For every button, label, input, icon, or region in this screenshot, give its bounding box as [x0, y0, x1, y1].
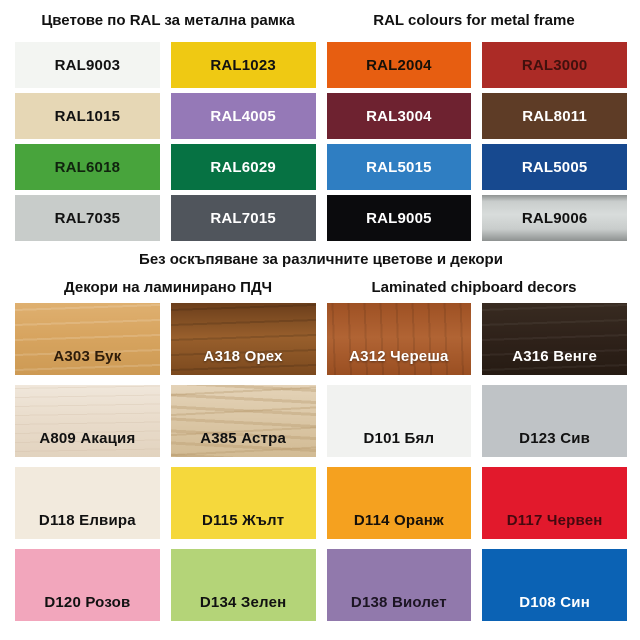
decor-swatch-d115: D115 Жълт: [170, 467, 316, 539]
swatch-label: D138 Виолет: [350, 594, 447, 611]
swatch-label: RAL6018: [54, 158, 121, 176]
swatch-label: D123 Сив: [519, 430, 591, 447]
decor-swatch-d117: D117 Червен: [482, 467, 627, 539]
swatch-label: A318 Орех: [203, 348, 283, 365]
ral-swatch-ral2004: RAL2004: [326, 42, 472, 88]
swatch-label: RAL7015: [210, 209, 276, 227]
decor-section-titles: Декори на ламинирано ПДЧ Laminated chipb…: [15, 279, 627, 297]
ral-swatch-ral6029: RAL6029: [170, 144, 316, 190]
ral-swatch-ral9005: RAL9005: [326, 195, 472, 241]
decor-swatch-a312: A312 Череша: [326, 303, 472, 375]
ral-title-bulgarian: Цветове по RAL за метална рамка: [41, 12, 295, 29]
swatch-label: D115 Жълт: [201, 512, 285, 529]
ral-swatch-ral7015: RAL7015: [170, 195, 316, 241]
decor-swatch-d114: D114 Оранж: [326, 467, 472, 539]
swatch-label: RAL3004: [366, 107, 432, 125]
swatch-label: RAL1023: [210, 56, 276, 74]
decor-swatch-d101: D101 Бял: [326, 385, 472, 457]
ral-swatch-ral8011: RAL8011: [482, 93, 627, 139]
decor-swatch-d134: D134 Зелен: [170, 549, 316, 621]
ral-swatch-ral5015: RAL5015: [326, 144, 472, 190]
ral-swatch-ral6018: RAL6018: [15, 144, 160, 190]
decor-title-english: Laminated chipboard decors: [371, 279, 577, 296]
swatch-label: RAL3000: [521, 56, 588, 74]
swatch-label: RAL6029: [210, 158, 276, 176]
swatch-label: A303 Бук: [53, 348, 122, 365]
swatch-label: RAL8011: [522, 107, 588, 125]
ral-swatch-ral1023: RAL1023: [170, 42, 316, 88]
swatch-label: RAL9005: [366, 209, 432, 227]
decor-swatch-a303: A303 Бук: [15, 303, 160, 375]
swatch-label: RAL7035: [54, 209, 121, 227]
swatch-label: D120 Розов: [44, 594, 131, 611]
swatch-label: RAL9006: [521, 209, 588, 227]
ral-swatch-ral1015: RAL1015: [15, 93, 160, 139]
swatch-label: D117 Червен: [506, 512, 603, 529]
ral-title-english: RAL colours for metal frame: [373, 12, 575, 29]
swatch-label: D134 Зелен: [199, 594, 287, 611]
ral-swatch-ral7035: RAL7035: [15, 195, 160, 241]
swatch-label: RAL4005: [210, 107, 276, 125]
decor-swatch-d118: D118 Елвира: [15, 467, 160, 539]
no-extra-charge-note: Без оскъпяване за различните цветове и д…: [139, 251, 503, 268]
swatch-label: RAL9003: [54, 56, 121, 74]
decor-swatch-d108: D108 Син: [482, 549, 627, 621]
swatch-label: A312 Череша: [349, 348, 449, 365]
decor-swatch-grid: A303 Бук A318 Орех A312 Череша A316 Венге A8…: [15, 303, 627, 621]
swatch-label: D108 Син: [519, 594, 590, 611]
decor-swatch-d120: D120 Розов: [15, 549, 160, 621]
swatch-label: RAL2004: [366, 56, 432, 74]
ral-swatch-ral4005: RAL4005: [170, 93, 316, 139]
swatch-label: D118 Елвира: [38, 512, 136, 529]
swatch-label: A809 Акация: [39, 430, 136, 447]
swatch-label: RAL5015: [366, 158, 432, 176]
swatch-label: RAL1015: [54, 107, 121, 125]
decor-swatch-d138: D138 Виолет: [326, 549, 472, 621]
swatch-label: A385 Астра: [200, 430, 287, 447]
ral-section-titles: Цветове по RAL за метална рамка RAL colo…: [15, 12, 627, 30]
ral-swatch-ral9006: RAL9006: [482, 195, 627, 241]
decor-swatch-a809: A809 Акация: [15, 385, 160, 457]
ral-swatch-ral3004: RAL3004: [326, 93, 472, 139]
swatch-label: D101 Бял: [363, 430, 435, 447]
swatch-label: A316 Венге: [512, 348, 598, 365]
ral-swatch-ral9003: RAL9003: [15, 42, 160, 88]
decor-swatch-a318: A318 Орех: [170, 303, 316, 375]
decor-swatch-a316: A316 Венге: [482, 303, 627, 375]
ral-swatch-ral3000: RAL3000: [482, 42, 627, 88]
ral-swatch-ral5005: RAL5005: [482, 144, 627, 190]
decor-title-bulgarian: Декори на ламинирано ПДЧ: [64, 279, 272, 296]
swatch-label: D114 Оранж: [353, 512, 444, 529]
color-chart-page: Цветове по RAL за метална рамка RAL colo…: [15, 12, 627, 621]
ral-swatch-grid: RAL9003 RAL1023 RAL2004 RAL3000 RAL1015 RAL40…: [15, 42, 627, 241]
swatch-label: RAL5005: [521, 158, 588, 176]
decor-swatch-a385: A385 Астра: [170, 385, 316, 457]
decor-swatch-d123: D123 Сив: [482, 385, 627, 457]
